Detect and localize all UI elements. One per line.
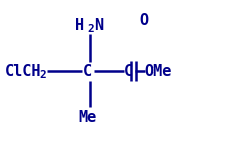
Text: N: N [94,18,103,33]
Text: C: C [124,64,133,79]
Text: H: H [75,18,84,33]
Text: 2: 2 [87,24,94,34]
Text: 2: 2 [40,70,47,80]
Text: ClCH: ClCH [5,64,41,79]
Text: OMe: OMe [144,64,172,79]
Text: Me: Me [78,110,96,125]
Text: C: C [83,64,92,79]
Text: O: O [140,13,149,27]
